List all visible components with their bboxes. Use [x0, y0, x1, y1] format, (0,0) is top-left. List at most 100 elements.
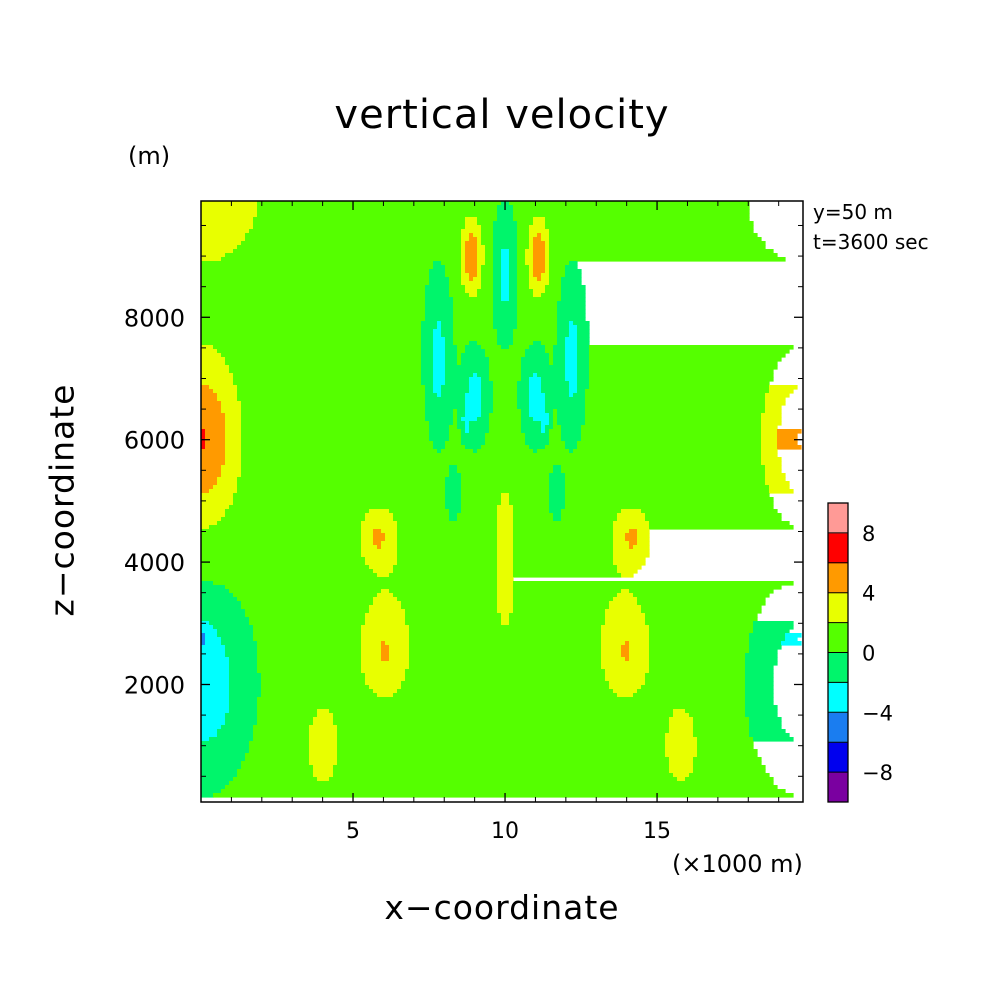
contour-cell [445, 489, 462, 494]
contour-cell [585, 389, 770, 394]
contour-cell [613, 537, 626, 542]
contour-cell [541, 277, 550, 282]
contour-cell [493, 317, 518, 322]
contour-cell [205, 641, 222, 646]
contour-cell [201, 305, 426, 310]
contour-cell [477, 417, 490, 422]
contour-cell [489, 429, 522, 434]
contour-cell [561, 437, 582, 442]
contour-cell [201, 641, 206, 646]
contour-cell [361, 521, 398, 526]
contour-cell [397, 549, 498, 554]
contour-cell [421, 361, 434, 366]
contour-cell [397, 545, 498, 550]
contour-cell [485, 349, 526, 354]
contour-cell [545, 269, 550, 274]
contour-cell [421, 373, 434, 378]
contour-cell [209, 525, 362, 530]
contour-cell [445, 357, 458, 362]
contour-cell [557, 337, 566, 342]
contour-cell [313, 769, 334, 774]
contour-cell [489, 357, 522, 362]
contour-cell [777, 445, 802, 450]
contour-cell [461, 257, 466, 262]
contour-cell [397, 553, 498, 558]
contour-cell [549, 501, 566, 506]
contour-cell [517, 237, 530, 242]
contour-cell [477, 449, 534, 454]
contour-cell [201, 757, 246, 762]
contour-cell [205, 637, 222, 642]
contour-cell [605, 609, 642, 614]
contour-cell [533, 221, 546, 226]
contour-cell [449, 289, 466, 294]
contour-cell [389, 653, 410, 658]
contour-cell [553, 345, 566, 350]
contour-cell [221, 469, 242, 474]
contour-cell [401, 681, 610, 686]
contour-cell [361, 633, 410, 638]
contour-cell [533, 257, 546, 262]
contour-cell [493, 297, 502, 302]
contour-cell [373, 529, 382, 534]
contour-cell [465, 345, 482, 350]
contour-cell [649, 653, 746, 658]
contour-cell [493, 385, 518, 390]
contour-cell [425, 401, 466, 406]
contour-cell [497, 581, 514, 586]
contour-cell [201, 229, 250, 234]
contour-cell [209, 385, 238, 390]
contour-cell [489, 365, 522, 370]
contour-cell [477, 273, 482, 278]
contour-cell [465, 421, 470, 426]
contour-cell [201, 401, 222, 406]
contour-cell [589, 373, 774, 378]
contour-cell [465, 245, 478, 250]
contour-cell [233, 501, 446, 506]
contour-cell [493, 261, 502, 266]
contour-cell [553, 513, 562, 518]
contour-cell [541, 377, 566, 382]
contour-cell [201, 545, 362, 550]
contour-cell [753, 737, 794, 742]
contour-cell [217, 397, 238, 402]
contour-cell [465, 397, 482, 402]
contour-cell [501, 293, 510, 298]
contour-cell [577, 369, 590, 374]
contour-cell [201, 741, 250, 746]
contour-cell [581, 433, 762, 438]
contour-cell [421, 381, 434, 386]
contour-cell [529, 229, 550, 234]
contour-cell [461, 357, 490, 362]
contour-cell [625, 537, 638, 542]
contour-cell [769, 485, 790, 490]
contour-cell [401, 601, 498, 606]
contour-cell [529, 385, 542, 390]
contour-cell [201, 733, 218, 738]
contour-cell [529, 225, 546, 230]
contour-cell [389, 573, 498, 578]
contour-cell [493, 321, 518, 326]
contour-cell [497, 549, 514, 554]
contour-cell [253, 733, 310, 738]
contour-cell [621, 649, 630, 654]
contour-cell [533, 241, 546, 246]
contour-cell [549, 361, 554, 366]
contour-cell [693, 717, 750, 722]
contour-cell [541, 429, 546, 434]
contour-cell [317, 777, 330, 782]
contour-cell [425, 289, 450, 294]
contour-cell [469, 341, 478, 346]
contour-cell [201, 445, 206, 450]
contour-cell [257, 657, 362, 662]
contour-cell [693, 765, 766, 770]
contour-cell [513, 605, 610, 610]
contour-cell [533, 273, 542, 278]
contour-cell [545, 261, 550, 266]
contour-cell [201, 661, 230, 666]
contour-cell [221, 409, 242, 414]
contour-cell [201, 321, 422, 326]
contour-cell [229, 589, 382, 594]
contour-cell [665, 753, 698, 758]
contour-cell [213, 389, 238, 394]
